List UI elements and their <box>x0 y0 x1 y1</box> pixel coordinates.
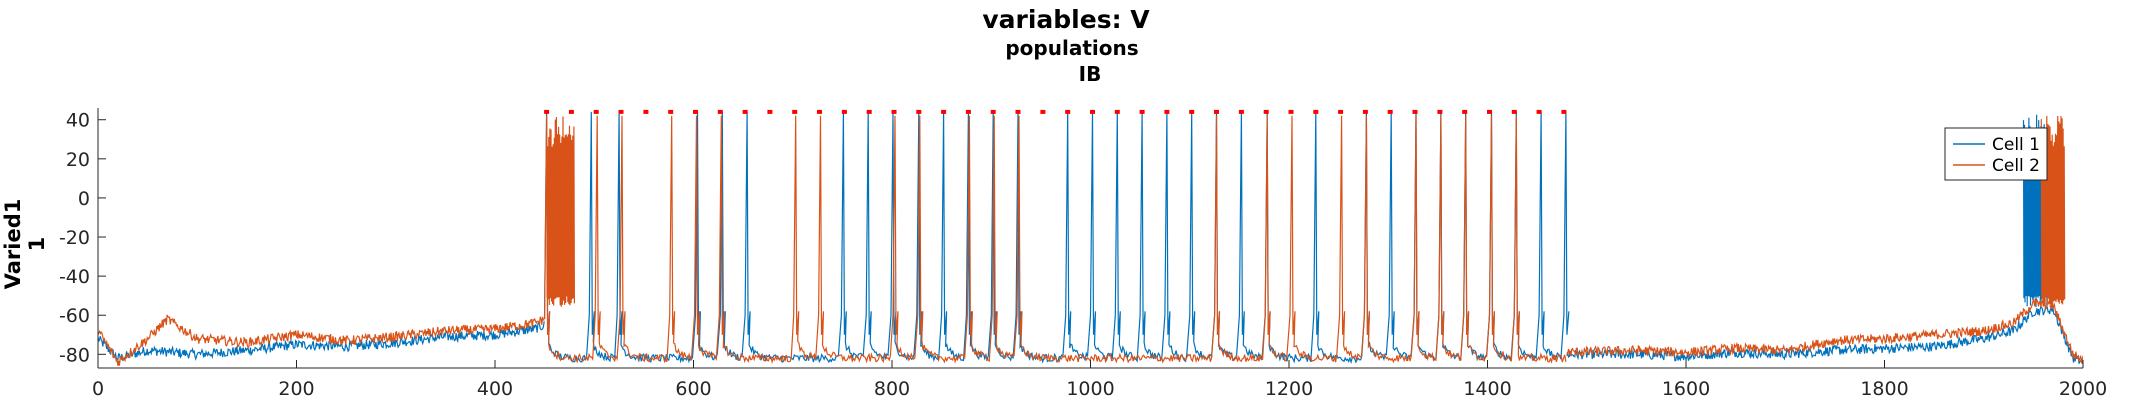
spike-marker-18 <box>965 109 971 114</box>
spike-marker-5 <box>643 109 649 114</box>
spike-marker-26 <box>1164 109 1170 114</box>
spike-marker-4 <box>618 109 624 114</box>
spike-marker-42 <box>1561 109 1567 114</box>
x-tick-label: 0 <box>92 378 104 400</box>
spike-marker-38 <box>1462 109 1468 114</box>
spike-marker-34 <box>1362 109 1368 114</box>
spike-marker-23 <box>1090 109 1095 114</box>
chart-subtitle-populations: populations <box>1005 36 1138 60</box>
x-tick-label: 1800 <box>1860 378 1908 400</box>
spike-marker-20 <box>1015 109 1021 114</box>
spike-marker-11 <box>792 109 798 114</box>
spike-marker-40 <box>1511 109 1517 114</box>
spike-marker-17 <box>941 109 947 114</box>
spike-marker-8 <box>717 109 723 114</box>
spike-marker-39 <box>1487 109 1492 114</box>
series-cell-2-spike-train <box>544 115 1567 364</box>
x-tick-label: 600 <box>675 378 711 400</box>
spike-marker-28 <box>1214 109 1219 114</box>
spike-marker-27 <box>1189 109 1195 114</box>
y-axis-label-varied: Varied1 <box>1 199 25 290</box>
spike-marker-6 <box>668 109 674 114</box>
legend-label-cell-1: Cell 1 <box>1992 135 2040 155</box>
y-tick-label: 20 <box>66 149 90 171</box>
legend-label-cell-2: Cell 2 <box>1992 156 2040 176</box>
series-cell-2-burst-1 <box>546 116 575 307</box>
spike-marker-25 <box>1139 109 1145 114</box>
spike-marker-19 <box>990 109 996 114</box>
x-tick-label: 1200 <box>1265 378 1313 400</box>
plot-area <box>98 111 2083 366</box>
spike-marker-14 <box>866 109 872 114</box>
axes: 0 200 400 600 800 1000 1200 1400 1600 1800 2000402… <box>59 108 2107 400</box>
y-tick-label: 40 <box>66 110 90 132</box>
legend-box <box>1944 127 2048 181</box>
chart-subtitle-ib: IB <box>1079 62 1102 86</box>
x-tick-label: 1600 <box>1662 378 1710 400</box>
legend: Cell 1 Cell 2 <box>1944 127 2048 181</box>
spike-marker-36 <box>1412 109 1418 114</box>
spike-marker-32 <box>1313 109 1319 114</box>
spike-marker-1 <box>544 109 550 114</box>
y-tick-label: 0 <box>78 188 90 210</box>
spike-markers <box>544 109 1567 114</box>
x-tick-label: 200 <box>278 378 314 400</box>
spike-marker-9 <box>742 109 748 114</box>
spike-marker-41 <box>1536 109 1542 114</box>
spike-marker-7 <box>693 109 698 114</box>
series-cell-1-baseline-2 <box>1566 305 2083 364</box>
y-tick-label: -60 <box>59 305 90 327</box>
series-cell-2-baseline-2 <box>1566 297 2083 365</box>
spike-marker-2 <box>568 109 574 114</box>
x-tick-label: 1000 <box>1066 378 1114 400</box>
spike-marker-35 <box>1387 109 1393 114</box>
y-tick-label: -40 <box>59 266 90 288</box>
x-tick-label: 2000 <box>2059 378 2107 400</box>
spike-marker-29 <box>1238 109 1244 114</box>
x-tick-label: 800 <box>874 378 910 400</box>
spike-marker-13 <box>841 109 847 114</box>
y-tick-label: -80 <box>59 344 90 366</box>
spike-marker-10 <box>767 109 773 114</box>
x-tick-label: 1400 <box>1463 378 1511 400</box>
series-cell-1 <box>98 111 2083 365</box>
series-cell-2 <box>98 115 2083 366</box>
spike-marker-15 <box>891 109 897 114</box>
series-cell-2-baseline-1 <box>98 314 545 366</box>
x-tick-label: 400 <box>477 378 513 400</box>
spike-marker-12 <box>817 109 822 114</box>
spike-marker-31 <box>1288 109 1294 114</box>
spike-marker-24 <box>1114 109 1120 114</box>
spike-marker-37 <box>1437 109 1443 114</box>
y-axis-label-index: 1 <box>25 237 49 252</box>
spike-marker-3 <box>593 109 599 114</box>
spike-marker-33 <box>1338 109 1344 114</box>
spike-marker-21 <box>1040 109 1046 114</box>
series-cell-2-burst-2 <box>2040 115 2066 307</box>
y-tick-label: -20 <box>59 227 90 249</box>
chart-title: variables: V <box>982 5 1150 34</box>
spike-marker-30 <box>1263 109 1269 114</box>
spike-marker-22 <box>1065 109 1071 114</box>
spike-marker-16 <box>916 109 922 114</box>
